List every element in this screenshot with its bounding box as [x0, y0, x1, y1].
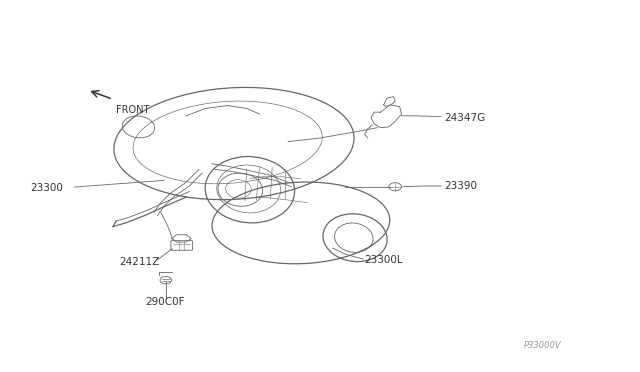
- Text: P33000V: P33000V: [524, 341, 561, 350]
- Text: 24211Z: 24211Z: [119, 257, 159, 267]
- Text: 24347G: 24347G: [444, 113, 486, 123]
- Text: 23390: 23390: [444, 181, 477, 191]
- Text: 290C0F: 290C0F: [145, 297, 184, 307]
- Text: 23300L: 23300L: [365, 255, 403, 265]
- Text: FRONT: FRONT: [116, 105, 150, 115]
- Text: 23300: 23300: [30, 183, 63, 193]
